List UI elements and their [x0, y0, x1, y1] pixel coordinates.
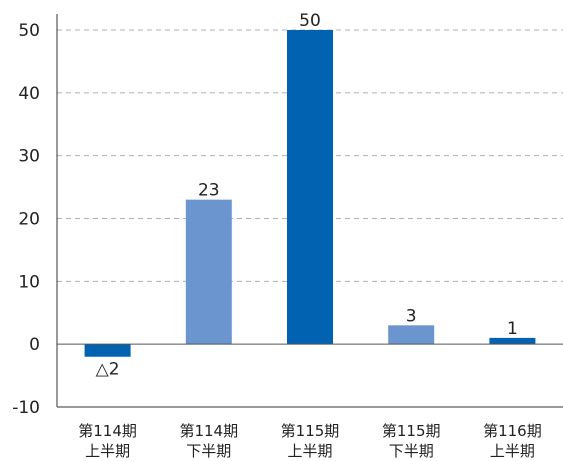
bar — [388, 325, 435, 345]
bar — [489, 337, 536, 345]
x-tick-label: 下半期 — [186, 442, 231, 460]
data-label: 1 — [507, 319, 518, 339]
data-label: 3 — [406, 306, 417, 326]
x-tick-label: 第114期 — [78, 422, 137, 440]
data-labels: △2 23 50 3 1 — [96, 11, 518, 380]
x-tick-label: 第115期 — [382, 422, 441, 440]
x-tick-label: 第115期 — [281, 422, 340, 440]
x-tick-label: 第116期 — [483, 422, 542, 440]
y-tick-label: 50 — [18, 21, 40, 41]
data-label: 50 — [299, 11, 321, 31]
axes — [56, 14, 563, 408]
y-tick-label: 0 — [29, 335, 40, 355]
data-label: 23 — [198, 181, 220, 201]
x-tick-label: 第114期 — [179, 422, 238, 440]
data-label: △2 — [96, 360, 120, 380]
y-tick-label: 30 — [18, 147, 40, 167]
y-axis-ticks: -10 0 10 20 30 40 50 — [12, 21, 40, 418]
x-tick-label: 上半期 — [490, 442, 535, 460]
bar — [185, 199, 232, 345]
y-tick-label: 40 — [18, 84, 40, 104]
y-tick-label: 20 — [18, 210, 40, 230]
bar — [84, 344, 131, 357]
bars — [84, 30, 536, 357]
x-tick-label: 上半期 — [287, 442, 332, 460]
x-tick-label: 上半期 — [85, 442, 130, 460]
x-tick-label: 下半期 — [389, 442, 434, 460]
bar — [287, 30, 333, 345]
y-tick-label: -10 — [12, 398, 40, 418]
y-tick-label: 10 — [18, 272, 40, 292]
